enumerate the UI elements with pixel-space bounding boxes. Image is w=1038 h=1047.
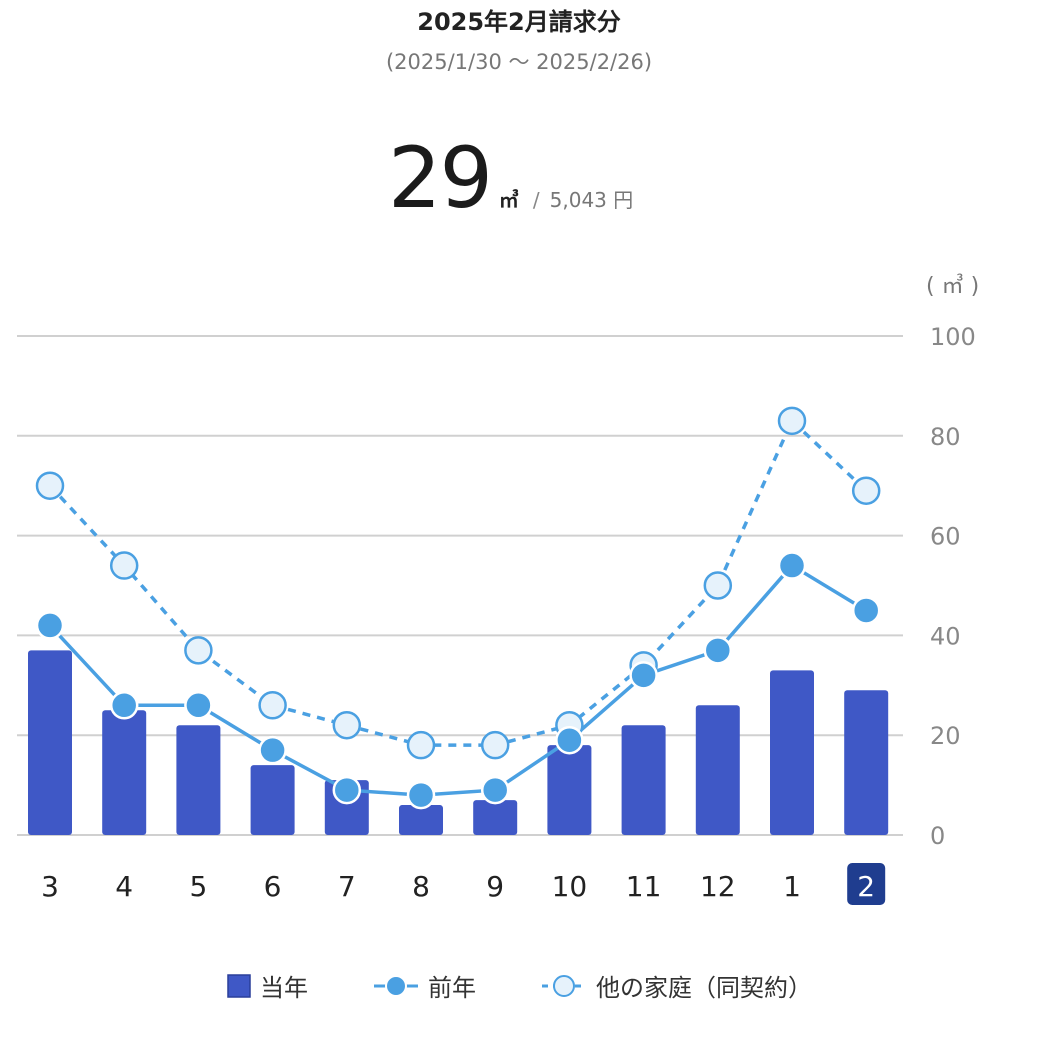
legend-item-previous-year[interactable]: 前年	[372, 968, 476, 1003]
y-tick-label-0: 0	[930, 822, 945, 850]
x-tick-label-7: 7	[338, 870, 356, 903]
usage-value: 29	[388, 129, 493, 227]
previous-year-point-3	[35, 611, 65, 640]
bar-swatch-icon	[227, 973, 251, 998]
x-tick-label-9: 9	[486, 870, 504, 903]
x-tick-label-5: 5	[189, 870, 207, 903]
x-tick-label-8: 8	[412, 870, 430, 903]
other-homes-point-3	[35, 471, 65, 500]
legend-label-previous-year: 前年	[428, 974, 476, 1002]
other-homes-point-1	[777, 406, 807, 436]
other-homes-point-12	[703, 571, 733, 600]
bar-6	[250, 765, 295, 835]
legend-label-other-homes: 他の家庭（同契約）	[596, 974, 812, 1002]
solid-line-dot-icon	[374, 974, 418, 997]
bar-1	[770, 670, 814, 835]
previous-year-point-6	[258, 735, 287, 765]
x-tick-label-3: 3	[41, 870, 59, 903]
bar-10	[547, 745, 592, 835]
y-tick-label-100: 100	[930, 323, 976, 351]
dashed-line-circle-icon	[542, 974, 586, 997]
bar-11	[621, 725, 666, 835]
previous-year-point-7	[332, 775, 362, 805]
x-tick-label-11: 11	[626, 870, 662, 903]
billing-period: (2025/1/30 〜 2025/2/26)	[385, 50, 653, 74]
bar-3	[28, 650, 72, 835]
previous-year-line	[48, 563, 868, 797]
previous-year-point-11	[629, 661, 658, 690]
y-tick-label-40: 40	[930, 622, 961, 650]
other-homes-point-7	[332, 710, 362, 740]
usage-unit: ㎥	[498, 188, 519, 212]
bar-8	[399, 805, 443, 835]
y-tick-label-20: 20	[930, 722, 961, 750]
x-tick-label-6: 6	[264, 870, 282, 903]
previous-year-point-9	[480, 775, 510, 805]
x-tick-label-2: 2	[857, 870, 875, 903]
previous-year-point-10	[555, 725, 584, 755]
previous-year-point-12	[703, 636, 733, 665]
x-tick-label-4: 4	[115, 870, 133, 903]
previous-year-point-4	[109, 691, 139, 720]
other-homes-point-2	[851, 476, 881, 505]
legend-item-current-year[interactable]: 当年	[226, 968, 308, 1003]
chart-legend: 当年 前年 他の家庭（同契約）	[0, 968, 1038, 1003]
bar-12	[695, 705, 740, 835]
y-tick-label-80: 80	[930, 423, 961, 451]
other-homes-point-6	[258, 691, 287, 720]
bar-9	[473, 800, 518, 835]
bar-2	[844, 690, 889, 835]
legend-item-other-homes[interactable]: 他の家庭（同契約）	[540, 968, 812, 1003]
y-axis-unit: ( ㎥ )	[926, 274, 980, 299]
previous-year-point-2	[851, 596, 881, 625]
y-tick-label-60: 60	[930, 523, 961, 551]
other-homes-point-5	[184, 636, 213, 665]
previous-year-point-8	[406, 780, 436, 810]
selected-month-highlight	[847, 863, 886, 905]
usage-cost: 5,043 円	[549, 188, 634, 212]
legend-label-current-year: 当年	[260, 974, 308, 1002]
usage-separator: /	[532, 188, 540, 212]
usage-summary: 29 ㎥ / 5,043 円	[388, 128, 633, 228]
x-tick-label-12: 12	[700, 870, 736, 903]
bar-5	[176, 725, 221, 835]
other-homes-line	[48, 417, 868, 747]
chart-title: 2025年2月請求分	[417, 8, 621, 36]
previous-year-point-1	[777, 551, 807, 580]
bar-4	[102, 710, 147, 835]
other-homes-point-8	[406, 730, 436, 760]
x-tick-label-10: 10	[552, 870, 588, 903]
x-tick-label-1: 1	[783, 870, 801, 903]
other-homes-point-4	[109, 551, 139, 580]
other-homes-point-9	[480, 730, 510, 760]
previous-year-point-5	[184, 691, 213, 720]
